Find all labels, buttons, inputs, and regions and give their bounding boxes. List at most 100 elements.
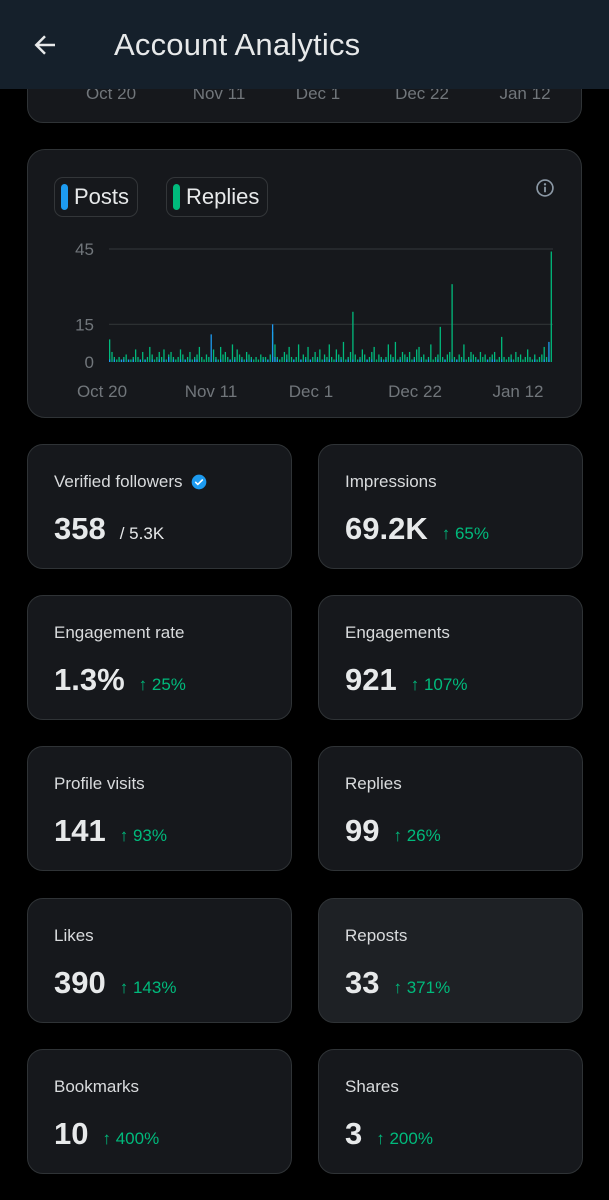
- stat-label-text: Verified followers: [54, 472, 183, 491]
- stat-card-engagements[interactable]: Engagements 921 ↑ 107%: [318, 595, 583, 720]
- stat-card-likes[interactable]: Likes 390 ↑ 143%: [27, 898, 292, 1023]
- stat-value: 99: [345, 813, 380, 848]
- posts-bar: [456, 359, 458, 362]
- replies-bar: [442, 356, 444, 362]
- replies-bar: [534, 354, 536, 362]
- back-button[interactable]: [28, 28, 62, 62]
- stat-card-reposts[interactable]: Reposts 33 ↑ 371%: [318, 898, 583, 1023]
- posts-bar: [323, 359, 326, 362]
- posts-bar: [510, 359, 512, 362]
- replies-bar: [186, 356, 189, 362]
- replies-bar: [345, 359, 347, 362]
- replies-bar: [328, 344, 330, 362]
- replies-bar: [538, 356, 541, 362]
- replies-bar: [536, 359, 538, 362]
- legend-posts-label: Posts: [74, 184, 130, 209]
- replies-bar: [170, 351, 172, 362]
- stat-change: ↑ 93%: [119, 826, 167, 845]
- replies-bar: [545, 356, 548, 362]
- replies-bar: [342, 341, 345, 362]
- legend-replies-toggle[interactable]: Replies: [166, 177, 269, 217]
- replies-bar: [134, 349, 137, 362]
- replies-bar: [543, 346, 545, 362]
- replies-bar: [401, 351, 404, 362]
- stat-change: ↑ 26%: [393, 826, 441, 845]
- stat-label: Reposts: [345, 926, 408, 945]
- posts-bar: [250, 359, 252, 362]
- posts-bar: [451, 359, 453, 362]
- replies-bar: [411, 359, 413, 362]
- replies-bar: [437, 354, 439, 362]
- y-tick-label: 0: [85, 353, 94, 372]
- posts-bar: [406, 359, 408, 362]
- stat-value: 33: [345, 965, 380, 1000]
- stat-change: ↑ 143%: [119, 978, 177, 997]
- stat-card-engagement-rate[interactable]: Engagement rate 1.3% ↑ 25%: [27, 595, 292, 720]
- replies-bar: [319, 349, 321, 362]
- stat-card-profile-visits[interactable]: Profile visits 141 ↑ 93%: [27, 746, 292, 871]
- replies-bar: [519, 354, 522, 362]
- replies-bar: [498, 356, 500, 362]
- replies-bar: [227, 356, 229, 362]
- replies-bar: [432, 359, 434, 362]
- replies-bar: [496, 359, 498, 362]
- stat-card-shares[interactable]: Shares 3 ↑ 200%: [318, 1049, 583, 1174]
- replies-bar: [172, 356, 175, 362]
- replies-bar: [517, 356, 519, 362]
- x-tick-label: Nov 11: [185, 382, 238, 401]
- stat-card-replies[interactable]: Replies 99 ↑ 26%: [318, 746, 583, 871]
- replies-bar: [137, 356, 139, 362]
- replies-bar: [326, 356, 328, 362]
- replies-bar: [286, 354, 288, 362]
- posts-bar: [427, 359, 430, 362]
- posts-bar: [123, 359, 125, 362]
- replies-bar: [510, 354, 512, 362]
- stat-card-bookmarks[interactable]: Bookmarks 10 ↑ 400%: [27, 1049, 292, 1174]
- posts-bar: [543, 359, 545, 362]
- info-icon[interactable]: [535, 178, 555, 198]
- activity-bar-chart: 0 15 45 Oct 20 Nov 11 Dec 1 Dec 22 Jan 12: [75, 240, 553, 401]
- stat-value: 358: [54, 511, 106, 546]
- replies-bar: [460, 356, 463, 362]
- posts-bar: [127, 359, 130, 362]
- posts-bar: [234, 359, 236, 362]
- replies-bar: [264, 356, 267, 362]
- replies-bar: [425, 359, 427, 362]
- replies-bar: [231, 344, 234, 362]
- stat-change: ↑ 65%: [441, 524, 489, 543]
- replies-bar: [255, 356, 257, 362]
- posts-bar: [385, 359, 387, 362]
- posts-bar: [493, 359, 496, 362]
- replies-bar: [116, 359, 118, 362]
- replies-bar: [472, 354, 474, 362]
- replies-bar: [281, 356, 283, 362]
- replies-bar: [335, 349, 338, 362]
- stat-card-verified-followers[interactable]: Verified followers 358 / 5.3K: [27, 444, 292, 569]
- replies-bar: [479, 351, 482, 362]
- stat-card-impressions[interactable]: Impressions 69.2K ↑ 65%: [318, 444, 583, 569]
- replies-bar: [378, 354, 380, 362]
- posts-bar: [220, 359, 222, 362]
- replies-bar: [290, 356, 293, 362]
- posts-bar: [316, 359, 319, 362]
- replies-bar: [158, 351, 160, 362]
- replies-bar: [361, 349, 363, 362]
- posts-bar: [215, 359, 217, 362]
- stat-change: ↑ 400%: [102, 1129, 160, 1148]
- posts-bar: [210, 334, 212, 362]
- replies-bar: [153, 359, 156, 362]
- replies-bar: [515, 351, 517, 362]
- replies-bar: [215, 356, 217, 362]
- posts-bar: [262, 359, 264, 362]
- arrow-left-icon: [34, 35, 55, 55]
- replies-bar: [340, 356, 342, 362]
- page-title: Account Analytics: [114, 27, 361, 62]
- replies-bar: [503, 356, 505, 362]
- replies-bar: [212, 349, 215, 362]
- posts-bar: [420, 359, 423, 362]
- replies-bar: [352, 311, 354, 362]
- replies-bar: [288, 346, 290, 362]
- legend-posts-toggle[interactable]: Posts: [54, 177, 139, 217]
- posts-bar: [109, 359, 111, 362]
- replies-bar: [420, 356, 423, 362]
